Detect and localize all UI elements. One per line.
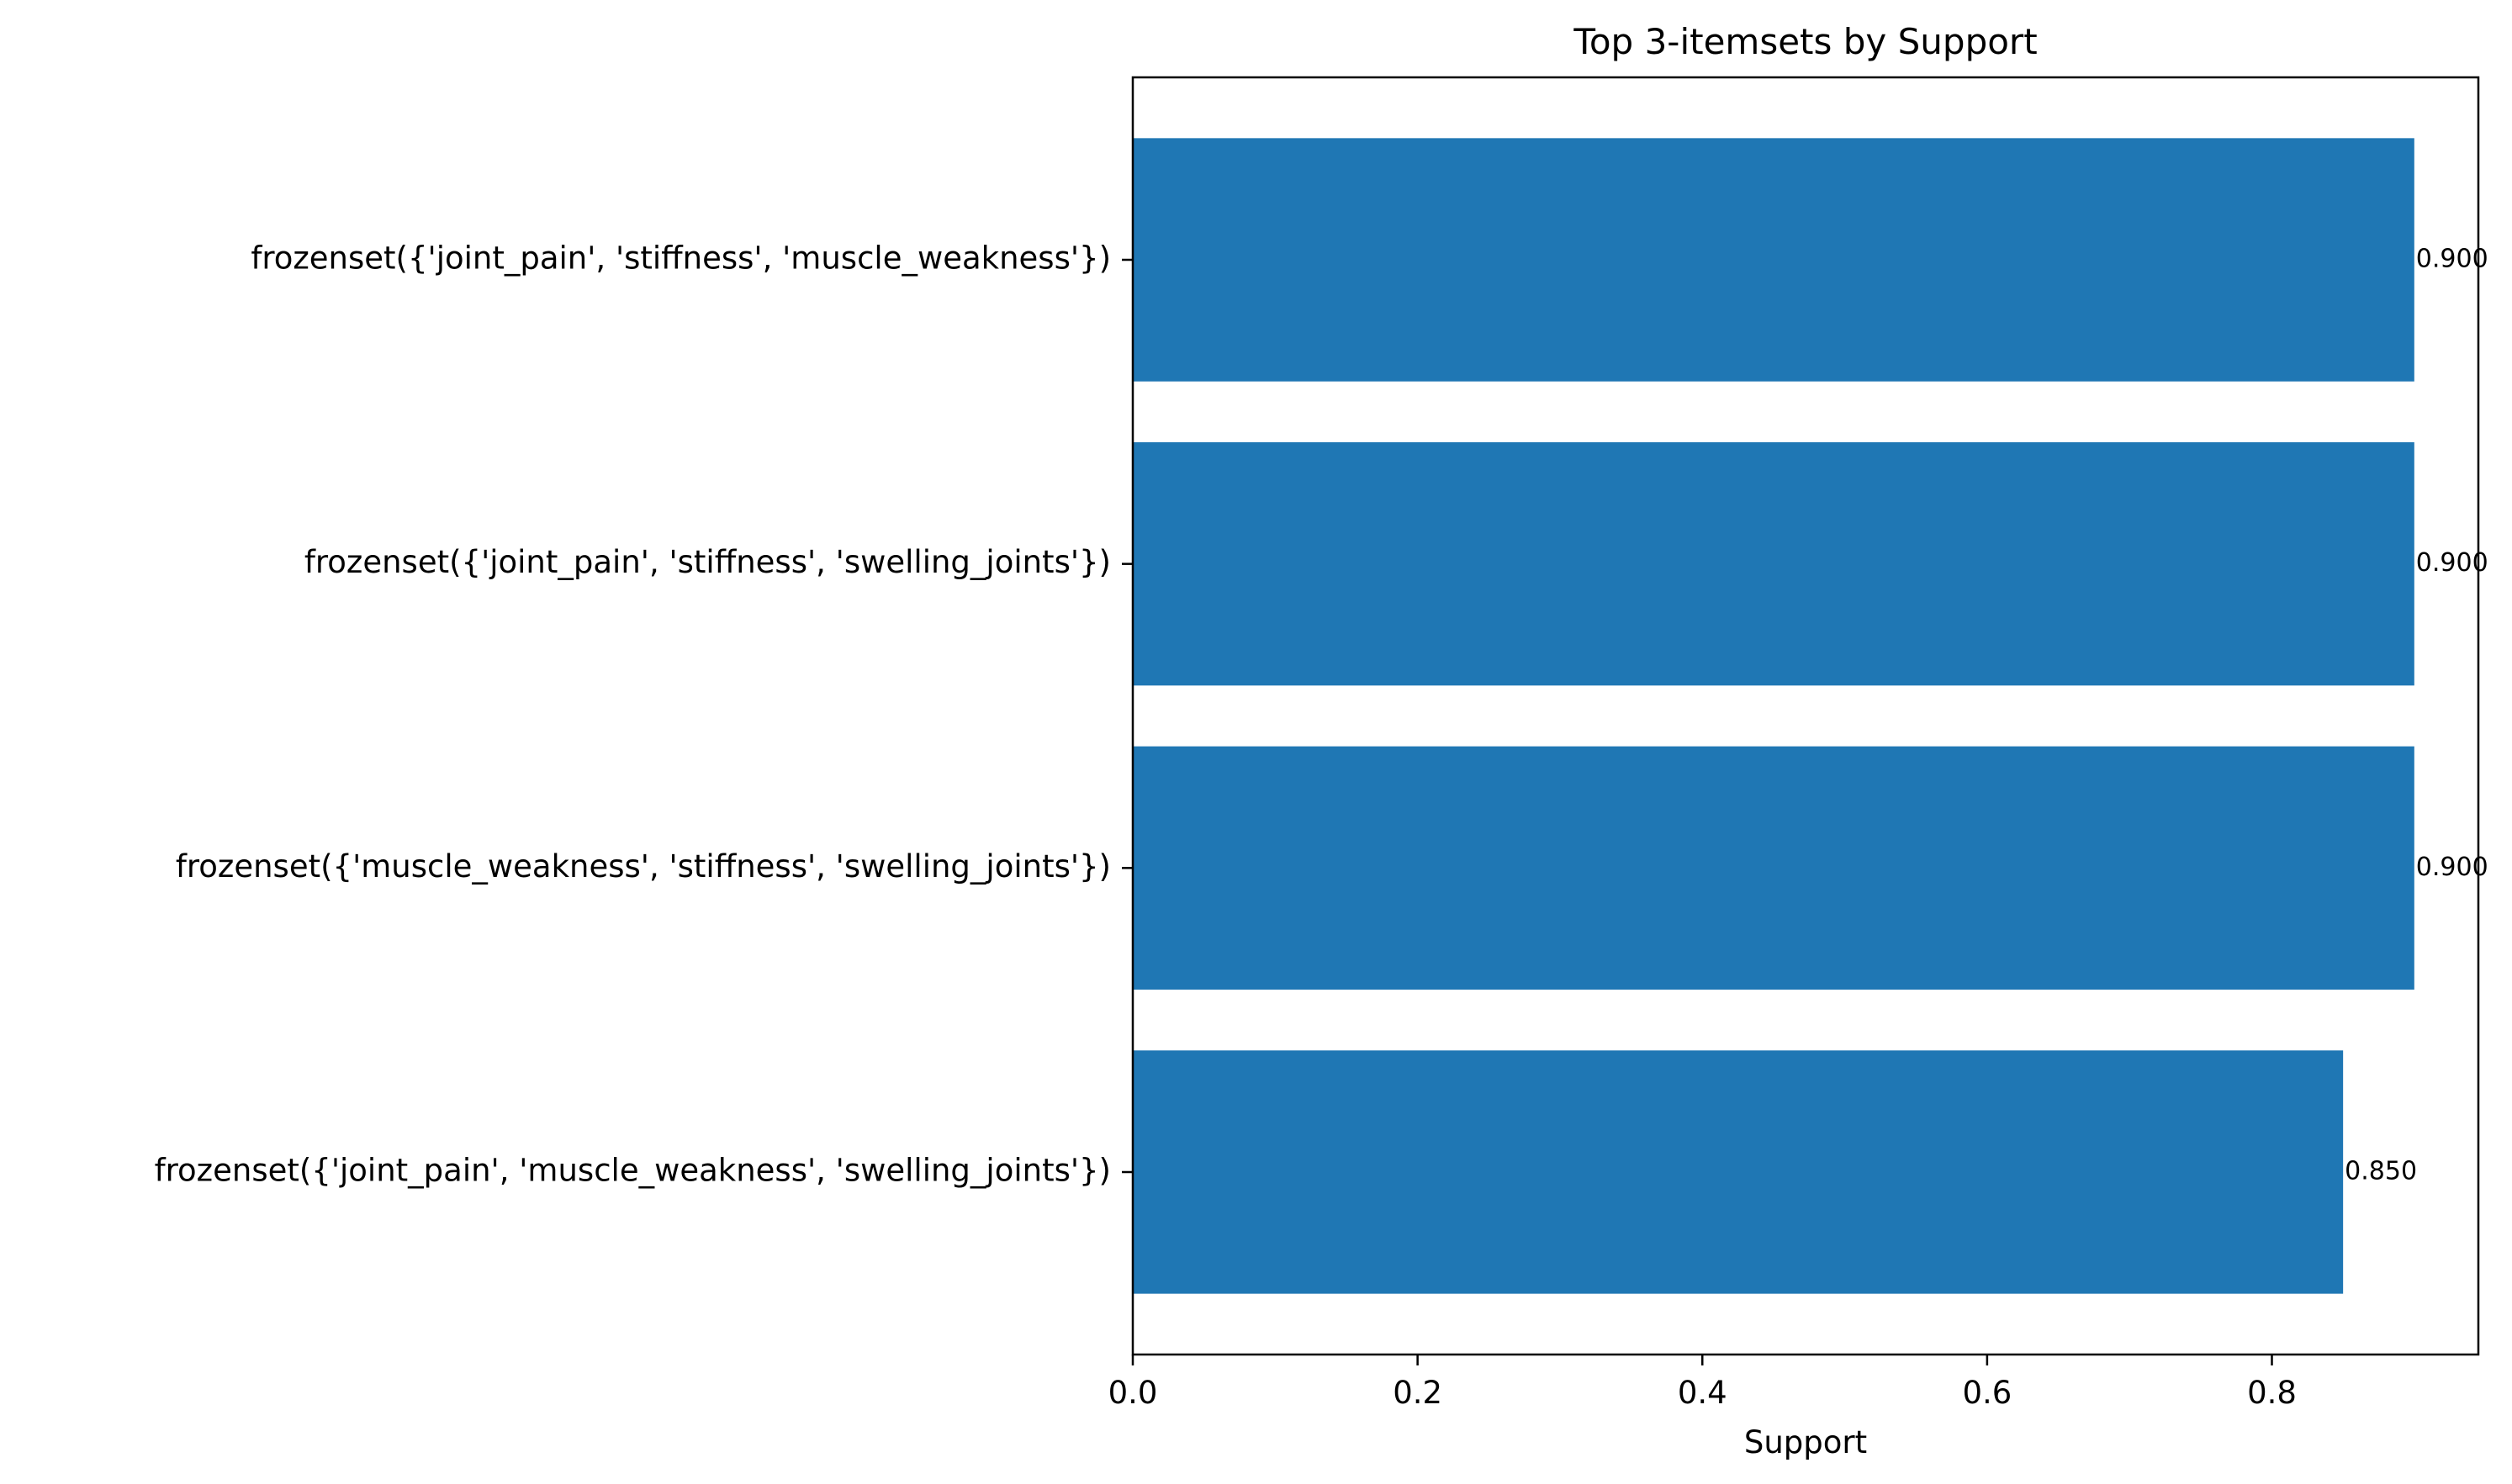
plot-frame bbox=[1131, 76, 2480, 1356]
x-axis-label: Support bbox=[1744, 1424, 1867, 1460]
y-tick-label: frozenset({'joint_pain', 'stiffness', 's… bbox=[304, 544, 1111, 580]
x-tick-label: 0.6 bbox=[1962, 1375, 2012, 1411]
chart-title: Top 3-itemsets by Support bbox=[1573, 21, 2037, 62]
bar bbox=[1133, 1050, 2344, 1294]
bar-value-label: 0.900 bbox=[2416, 853, 2488, 882]
x-tick-label: 0.0 bbox=[1108, 1375, 1158, 1411]
bar-value-label: 0.900 bbox=[2416, 245, 2488, 274]
y-tick-label: frozenset({'joint_pain', 'muscle_weaknes… bbox=[155, 1153, 1111, 1189]
x-tick-label: 0.8 bbox=[2247, 1375, 2297, 1411]
bars-layer bbox=[1133, 138, 2414, 1294]
bar-value-label: 0.850 bbox=[2345, 1157, 2417, 1186]
bar bbox=[1133, 138, 2414, 382]
value-labels-layer: 0.900 0.900 0.900 0.850 bbox=[2345, 245, 2488, 1186]
y-axis: frozenset({'joint_pain', 'stiffness', 'm… bbox=[155, 240, 1133, 1189]
bar bbox=[1133, 746, 2414, 990]
x-tick-label: 0.4 bbox=[1678, 1375, 1727, 1411]
y-tick-label: frozenset({'muscle_weakness', 'stiffness… bbox=[176, 848, 1111, 885]
bar bbox=[1133, 442, 2414, 686]
y-tick-label: frozenset({'joint_pain', 'stiffness', 'm… bbox=[251, 240, 1111, 277]
x-axis: 0.0 0.2 0.4 0.6 0.8 bbox=[1108, 1355, 2297, 1411]
x-tick-label: 0.2 bbox=[1393, 1375, 1442, 1411]
bar-value-label: 0.900 bbox=[2416, 548, 2488, 578]
